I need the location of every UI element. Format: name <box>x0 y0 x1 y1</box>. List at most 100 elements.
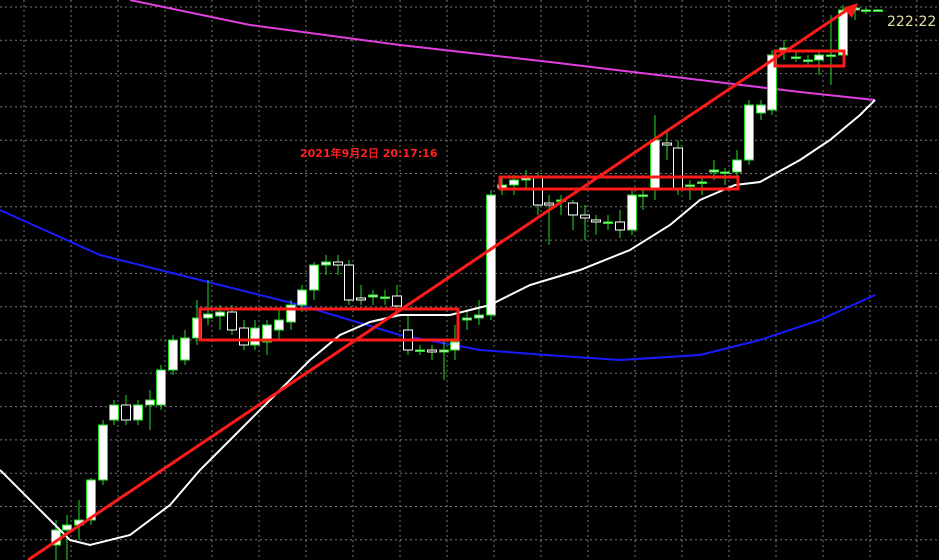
candle <box>439 340 449 380</box>
candle <box>380 290 390 305</box>
candle <box>673 140 683 195</box>
candle-body <box>791 56 801 59</box>
candle <box>109 400 119 425</box>
timestamp-annotation: 2021年9月2日 20:17:16 <box>300 146 438 160</box>
candle <box>168 335 178 375</box>
candle-body <box>356 297 366 301</box>
candle-body <box>756 104 766 114</box>
highlight-box <box>773 49 846 68</box>
candle-body <box>145 399 155 406</box>
candle <box>814 50 824 75</box>
candle-body <box>450 341 460 351</box>
candle-body <box>767 54 777 111</box>
candle-body <box>861 9 871 12</box>
candle-body <box>650 139 660 191</box>
candle <box>415 345 425 355</box>
candle-body <box>662 142 672 146</box>
candle-body <box>627 194 637 231</box>
candle-body <box>873 9 883 12</box>
candle-body <box>544 202 554 206</box>
candle-body <box>133 404 143 421</box>
candle-body <box>274 319 284 331</box>
candle-body <box>826 54 836 57</box>
moving-average-long <box>129 0 876 101</box>
candle-body <box>685 184 695 187</box>
candle-body <box>109 404 119 421</box>
candle-body <box>333 261 343 266</box>
candle-body <box>439 349 449 353</box>
candle-body <box>486 194 496 316</box>
candle-body <box>98 424 108 481</box>
candle-body <box>427 349 437 353</box>
candle-body <box>180 337 190 361</box>
candle <box>239 320 249 350</box>
candle <box>662 130 672 160</box>
candle-body <box>720 171 730 174</box>
candle-body <box>239 327 249 346</box>
candle <box>356 285 366 305</box>
candle <box>180 330 190 365</box>
candle <box>98 420 108 485</box>
candle-body <box>121 404 131 421</box>
candle-body <box>533 177 543 206</box>
candle <box>615 210 625 238</box>
candle <box>462 310 472 330</box>
arrow-head <box>843 3 858 18</box>
candle-body <box>203 313 213 319</box>
candle <box>474 300 484 325</box>
candle <box>591 215 601 235</box>
candle-body <box>838 9 848 56</box>
candle <box>156 365 166 410</box>
candle-body <box>744 104 754 161</box>
candle-body <box>392 295 402 307</box>
candle-body <box>250 327 260 346</box>
candle <box>732 150 742 178</box>
candle-body <box>380 296 390 299</box>
candle-body <box>509 179 519 186</box>
moving-average-mid <box>0 209 876 362</box>
candle-body <box>286 304 296 323</box>
candle <box>262 320 272 355</box>
candle <box>861 8 871 14</box>
candle <box>603 215 613 230</box>
candle <box>697 178 707 195</box>
candle-body <box>803 59 813 62</box>
candle-body <box>568 202 578 216</box>
candle <box>568 200 578 230</box>
candle <box>133 400 143 425</box>
candle-body <box>709 169 719 173</box>
highlight-box <box>198 307 460 342</box>
candle-body <box>580 214 590 219</box>
candle <box>286 300 296 330</box>
candle <box>427 345 437 360</box>
candle-body <box>344 264 354 301</box>
candle <box>274 310 284 340</box>
trend-arrow <box>27 6 851 560</box>
candle-body <box>262 324 272 343</box>
candle <box>145 390 155 430</box>
candle-body <box>591 219 601 223</box>
candle-body <box>814 54 824 61</box>
candle <box>873 9 883 12</box>
candle-body <box>638 194 648 197</box>
candle-body <box>227 311 237 331</box>
candle-body <box>462 317 472 321</box>
candle <box>544 195 554 245</box>
candle <box>333 255 343 275</box>
candle-body <box>732 159 742 173</box>
candle <box>803 55 813 65</box>
candle <box>450 325 460 360</box>
candle-body <box>156 369 166 406</box>
candle-body <box>86 479 96 521</box>
candle <box>744 100 754 165</box>
candle <box>627 190 637 235</box>
candle-body <box>415 349 425 352</box>
candle <box>580 205 590 240</box>
candle <box>368 290 378 305</box>
candle-body <box>474 314 484 319</box>
candle-body <box>673 147 683 191</box>
candle-body <box>309 264 319 291</box>
candle <box>344 260 354 305</box>
